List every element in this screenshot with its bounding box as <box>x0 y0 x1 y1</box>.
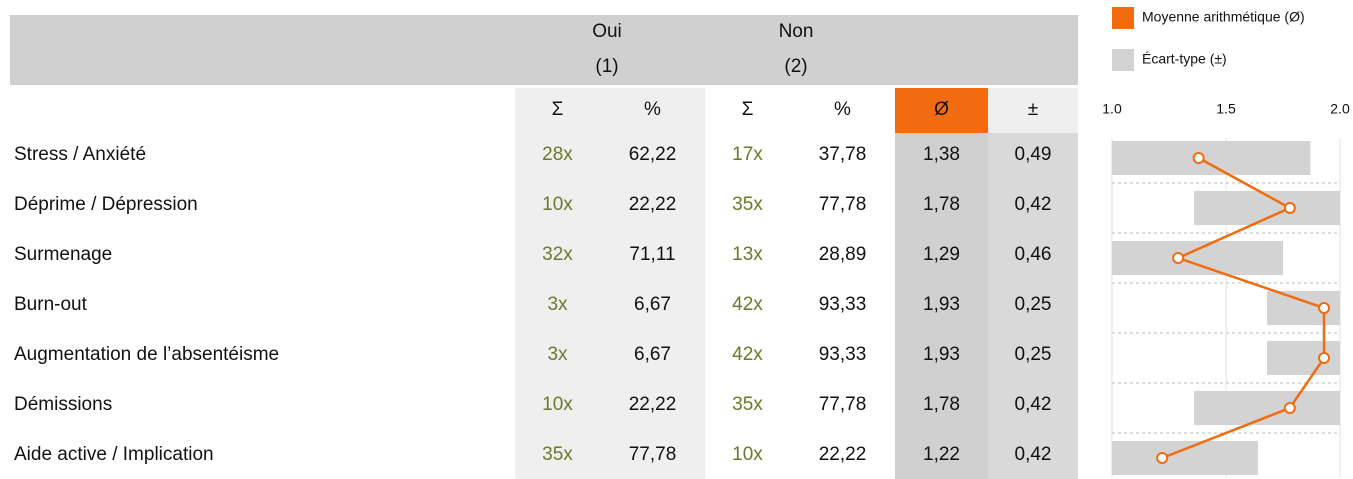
cell: 35x <box>732 394 763 415</box>
cell: 1,93 <box>923 344 960 365</box>
x-tick-label: 2.0 <box>1330 101 1350 117</box>
cell: 0,42 <box>1015 394 1052 415</box>
cell: 71,11 <box>629 244 675 265</box>
sd-bar <box>1112 141 1311 175</box>
cell: 32x <box>542 244 573 265</box>
column-head-bg <box>895 88 988 133</box>
mean-point <box>1283 202 1296 214</box>
mean-point <box>1318 352 1331 364</box>
cell: 10x <box>542 394 573 415</box>
cell: 17x <box>732 144 763 165</box>
cell: 10x <box>542 194 573 215</box>
cell: 62,22 <box>629 144 677 165</box>
sd-bar <box>1112 241 1283 275</box>
cell: 0,42 <box>1015 444 1052 465</box>
cell: 1,22 <box>923 444 960 465</box>
row-label: Stress / Anxiété <box>14 144 146 165</box>
row-label: Burn-out <box>14 294 88 315</box>
cell: 28,89 <box>819 244 867 265</box>
header-band <box>10 15 1078 85</box>
legend-label: Écart-type (±) <box>1142 51 1227 67</box>
cell: 10x <box>732 444 763 465</box>
cell: 3x <box>547 344 568 365</box>
cell: 0,46 <box>1015 244 1052 265</box>
column-bg <box>600 133 705 479</box>
row-label: Démissions <box>14 394 112 415</box>
column-header: % <box>644 99 661 120</box>
column-header: ± <box>1028 99 1038 120</box>
cell: 77,78 <box>819 394 867 415</box>
cell: 77,78 <box>819 194 867 215</box>
header-oui: Oui <box>592 21 622 42</box>
cell: 6,67 <box>634 294 671 315</box>
legend-label: Moyenne arithmétique (Ø) <box>1142 9 1305 25</box>
column-bg <box>515 133 600 479</box>
cell: 0,25 <box>1015 294 1052 315</box>
x-tick-label: 1.5 <box>1216 101 1236 117</box>
column-header: % <box>834 99 851 120</box>
cell: 37,78 <box>819 144 867 165</box>
mean-point <box>1283 402 1296 414</box>
cell: 35x <box>542 444 573 465</box>
cell: 0,42 <box>1015 194 1052 215</box>
row-label: Augmentation de l’absentéisme <box>14 344 279 365</box>
column-head-bg <box>515 88 600 133</box>
mean-point <box>1172 252 1185 264</box>
mean-point <box>1156 452 1169 464</box>
cell: 1,78 <box>923 194 960 215</box>
cell: 77,78 <box>629 444 677 465</box>
cell: 42x <box>732 344 763 365</box>
cell: 1,93 <box>923 294 960 315</box>
cell: 1,38 <box>923 144 960 165</box>
cell: 0,25 <box>1015 344 1052 365</box>
row-label: Déprime / Dépression <box>14 194 198 215</box>
cell: 28x <box>542 144 573 165</box>
column-head-bg <box>790 88 895 133</box>
header-non: Non <box>779 21 814 42</box>
cell: 3x <box>547 294 568 315</box>
column-head-bg <box>705 88 790 133</box>
column-bg <box>988 133 1078 479</box>
cell: 1,29 <box>923 244 960 265</box>
x-tick-label: 1.0 <box>1102 101 1122 117</box>
header-oui-num: (1) <box>595 56 618 77</box>
cell: 93,33 <box>819 344 867 365</box>
cell: 1,78 <box>923 394 960 415</box>
row-label: Aide active / Implication <box>14 444 214 465</box>
column-bg <box>790 133 895 479</box>
legend-swatch <box>1112 49 1134 71</box>
cell: 22,22 <box>629 194 677 215</box>
cell: 35x <box>732 194 763 215</box>
column-header: Σ <box>742 99 754 120</box>
sd-bar <box>1112 441 1258 475</box>
column-bg <box>895 133 988 479</box>
cell: 22,22 <box>819 444 867 465</box>
cell: 42x <box>732 294 763 315</box>
cell: 6,67 <box>634 344 671 365</box>
header-non-num: (2) <box>784 56 807 77</box>
cell: 93,33 <box>819 294 867 315</box>
mean-point <box>1192 152 1205 164</box>
cell: 13x <box>732 244 763 265</box>
cell: 22,22 <box>629 394 677 415</box>
sd-bar <box>1194 391 1340 425</box>
row-label: Surmenage <box>14 244 112 265</box>
column-header: Ø <box>934 99 949 120</box>
legend-swatch <box>1112 7 1134 29</box>
cell: 0,49 <box>1015 144 1052 165</box>
column-header: Σ <box>552 99 564 120</box>
column-head-bg <box>988 88 1078 133</box>
column-bg <box>705 133 790 479</box>
mean-point <box>1318 302 1331 314</box>
column-head-bg <box>600 88 705 133</box>
